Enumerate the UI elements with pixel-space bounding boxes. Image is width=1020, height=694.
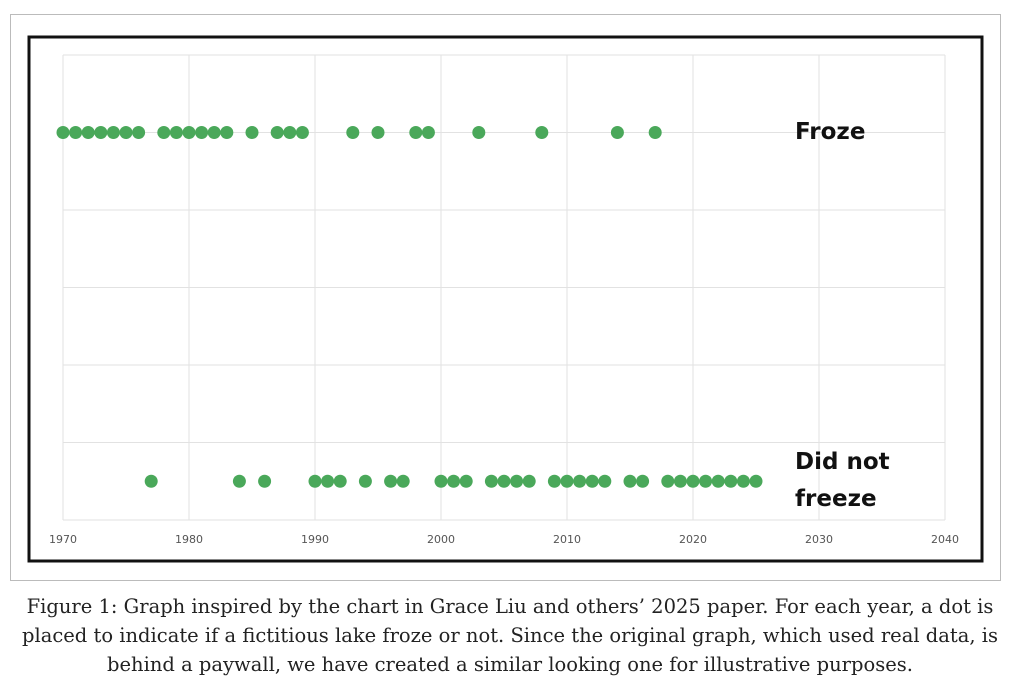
- dot: [346, 126, 360, 139]
- chart-border: [27, 35, 984, 563]
- dot: [245, 126, 259, 139]
- dot: [636, 474, 650, 488]
- dot: [220, 126, 234, 139]
- dot: [157, 126, 171, 139]
- dot: [623, 474, 637, 488]
- dot: [182, 126, 196, 139]
- x-tick-label: 2010: [553, 533, 581, 546]
- dot: [270, 126, 284, 139]
- dot: [207, 126, 221, 139]
- dot: [169, 126, 183, 139]
- dot: [547, 474, 561, 488]
- dot: [321, 474, 335, 488]
- x-tick-label: 2030: [805, 533, 833, 546]
- dot: [195, 126, 209, 139]
- dot: [648, 126, 662, 139]
- dot: [69, 126, 83, 139]
- dot: [497, 474, 511, 488]
- dot: [510, 474, 524, 488]
- x-tick-label: 2040: [931, 533, 959, 546]
- dot: [699, 474, 713, 488]
- dot: [686, 474, 700, 488]
- dot: [610, 126, 624, 139]
- dot: [560, 474, 574, 488]
- dot: [144, 474, 158, 488]
- dot: [472, 126, 486, 139]
- dot: [522, 474, 536, 488]
- dot: [749, 474, 763, 488]
- figure-frame: [10, 14, 1001, 581]
- dot: [409, 126, 423, 139]
- x-tick-label: 1980: [175, 533, 203, 546]
- dot: [132, 126, 146, 139]
- dot: [661, 474, 675, 488]
- dot: [258, 474, 272, 488]
- caption: Figure 1: Graph inspired by the chart in…: [22, 595, 998, 676]
- x-tick-label: 1970: [49, 533, 77, 546]
- dot: [308, 474, 322, 488]
- dot: [434, 474, 448, 488]
- x-tick-label: 2020: [679, 533, 707, 546]
- row-label: Did not freeze: [795, 449, 890, 513]
- dot: [736, 474, 750, 488]
- dot: [94, 126, 108, 139]
- row-label: Froze: [795, 119, 866, 145]
- chart: 1970 1980 1990 2000 2010 2020 2030 2040: [27, 35, 984, 563]
- dot: [384, 474, 398, 488]
- dot: [396, 474, 410, 488]
- dot: [371, 126, 385, 139]
- dot: [81, 126, 95, 139]
- dot: [447, 474, 461, 488]
- dot: [119, 126, 133, 139]
- dot: [232, 474, 246, 488]
- dot: [711, 474, 725, 488]
- dot: [358, 474, 372, 488]
- dot: [673, 474, 687, 488]
- x-tick-label: 1990: [301, 533, 329, 546]
- dot: [421, 126, 435, 139]
- dot: [573, 474, 587, 488]
- dot: [585, 474, 599, 488]
- dot: [295, 126, 309, 139]
- dot: [459, 474, 473, 488]
- x-tick-label: 2000: [427, 533, 455, 546]
- dot: [535, 126, 549, 139]
- dot: [56, 126, 70, 139]
- dot: [598, 474, 612, 488]
- dot: [724, 474, 738, 488]
- dot: [106, 126, 120, 139]
- dot: [333, 474, 347, 488]
- dot: [283, 126, 297, 139]
- dot: [484, 474, 498, 488]
